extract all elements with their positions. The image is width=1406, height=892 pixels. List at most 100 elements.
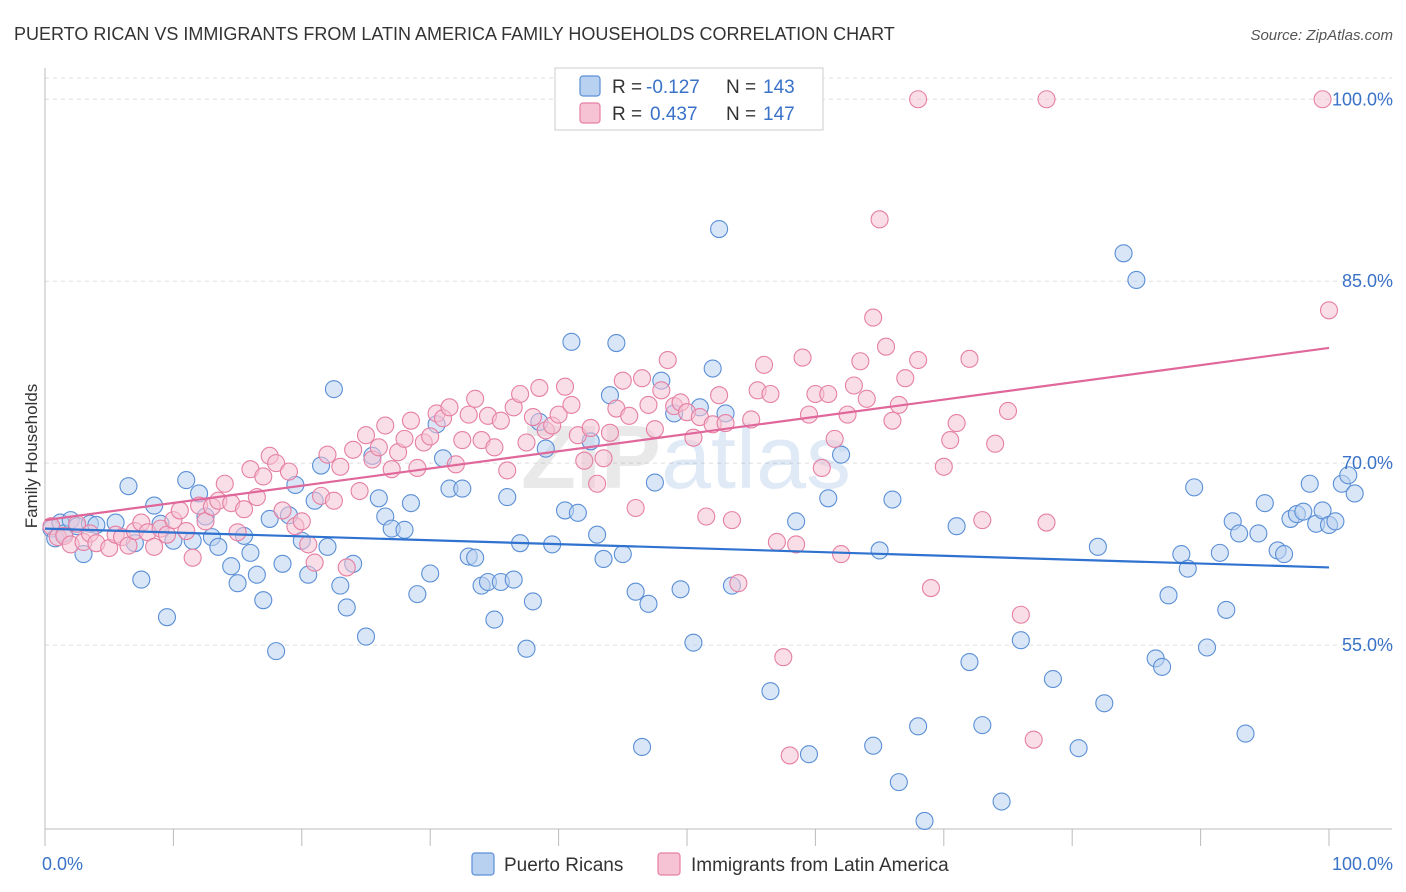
immigrant-point bbox=[876, 337, 896, 356]
puerto-rican-point bbox=[1230, 524, 1249, 543]
puerto-rican-point bbox=[421, 564, 440, 583]
puerto-rican-point bbox=[1043, 669, 1062, 689]
immigrant-point bbox=[549, 405, 568, 424]
immigrant-point bbox=[440, 398, 459, 417]
immigrant-point bbox=[511, 384, 530, 404]
series-legend-swatch-puerto-ricans bbox=[471, 852, 495, 876]
immigrant-point bbox=[267, 454, 286, 473]
immigrant-point bbox=[1011, 605, 1030, 624]
immigrant-point bbox=[883, 411, 902, 430]
immigrant-point bbox=[401, 411, 420, 430]
puerto-rican-point bbox=[228, 574, 247, 593]
puerto-rican-point bbox=[273, 554, 292, 573]
puerto-ricans-trend-line bbox=[44, 527, 1330, 569]
legend-n-label-0: N = bbox=[726, 77, 756, 98]
immigrant-point bbox=[947, 414, 966, 433]
puerto-rican-point bbox=[607, 334, 626, 353]
puerto-rican-point bbox=[799, 745, 819, 764]
immigrant-point bbox=[1037, 90, 1056, 109]
puerto-rican-point bbox=[260, 509, 279, 528]
immigrant-point bbox=[825, 429, 844, 448]
axes bbox=[44, 68, 1392, 846]
puerto-rican-point bbox=[883, 490, 902, 509]
immigrant-point bbox=[337, 558, 356, 577]
puerto-rican-point bbox=[1217, 600, 1236, 619]
puerto-rican-point bbox=[819, 489, 838, 508]
immigrant-point bbox=[555, 377, 575, 396]
puerto-rican-point bbox=[645, 473, 664, 492]
y-tick-label-55: 55.0% bbox=[1342, 635, 1393, 655]
puerto-rican-point bbox=[1095, 694, 1114, 713]
immigrant-point bbox=[934, 457, 953, 476]
immigrant-point bbox=[780, 746, 799, 765]
immigrant-point bbox=[986, 434, 1005, 453]
immigrant-point bbox=[376, 416, 395, 435]
puerto-rican-point bbox=[1249, 524, 1268, 543]
puerto-rican-point bbox=[1088, 537, 1107, 556]
immigrant-point bbox=[729, 574, 748, 593]
immigrant-point bbox=[299, 535, 318, 554]
puerto-rican-point bbox=[973, 716, 992, 735]
immigrant-point bbox=[870, 210, 889, 229]
puerto-rican-point bbox=[761, 682, 780, 701]
chart-title: PUERTO RICAN VS IMMIGRANTS FROM LATIN AM… bbox=[14, 24, 895, 44]
puerto-rican-point bbox=[356, 627, 376, 646]
puerto-rican-point bbox=[1127, 270, 1146, 290]
immigrant-point bbox=[318, 445, 337, 464]
immigrant-point bbox=[588, 474, 607, 493]
immigrant-point bbox=[523, 407, 542, 427]
immigrant-point bbox=[369, 438, 388, 457]
immigrants-trend-line bbox=[44, 346, 1330, 522]
puerto-rican-point bbox=[1159, 586, 1178, 605]
immigrant-point bbox=[177, 522, 196, 541]
legend-n-label-1: N = bbox=[726, 104, 756, 125]
immigrant-point bbox=[864, 308, 883, 327]
puerto-rican-point bbox=[1345, 484, 1364, 503]
series-legend-swatch-immigrants bbox=[657, 852, 681, 876]
immigrant-point bbox=[819, 384, 838, 404]
puerto-rican-point bbox=[209, 537, 228, 556]
immigrant-point bbox=[941, 431, 960, 450]
immigrant-point bbox=[1024, 730, 1043, 749]
immigrant-point bbox=[350, 481, 369, 501]
immigrant-point bbox=[633, 369, 652, 388]
immigrant-point bbox=[710, 386, 729, 405]
watermark: ZIPatlas bbox=[521, 408, 851, 508]
puerto-rican-point bbox=[633, 737, 652, 756]
immigrant-point bbox=[639, 395, 658, 414]
puerto-rican-point bbox=[1114, 244, 1133, 263]
puerto-rican-point bbox=[960, 652, 979, 672]
puerto-rican-point bbox=[1294, 502, 1313, 521]
puerto-rican-point bbox=[703, 359, 722, 378]
puerto-rican-point bbox=[254, 591, 273, 610]
immigrant-point bbox=[1313, 90, 1332, 109]
puerto-rican-point bbox=[241, 543, 260, 562]
legend-r-label-0: R = bbox=[612, 77, 642, 98]
immigrant-point bbox=[421, 427, 440, 446]
puerto-rican-point bbox=[1255, 494, 1274, 513]
immigrant-point bbox=[254, 467, 273, 486]
puerto-rican-point bbox=[889, 773, 908, 792]
puerto-rican-point bbox=[671, 580, 690, 599]
puerto-rican-point bbox=[915, 811, 934, 830]
immigrant-point bbox=[581, 418, 600, 438]
svg-text:ZIPatlas: ZIPatlas bbox=[521, 408, 851, 508]
immigrant-point bbox=[395, 429, 414, 448]
puerto-rican-point bbox=[485, 610, 504, 629]
immigrant-point bbox=[774, 648, 793, 667]
immigrant-point bbox=[408, 458, 427, 478]
immigrant-point bbox=[344, 440, 363, 459]
puerto-rican-point bbox=[1236, 724, 1255, 743]
y-tick-label-100: 100.0% bbox=[1332, 89, 1393, 109]
series-legend-label-immigrants: Immigrants from Latin America bbox=[691, 855, 949, 876]
immigrant-point bbox=[273, 501, 292, 520]
puerto-rican-point bbox=[1153, 657, 1172, 676]
puerto-rican-point bbox=[466, 548, 485, 567]
puerto-rican-point bbox=[369, 489, 388, 508]
immigrant-point bbox=[292, 512, 311, 531]
immigrant-point bbox=[466, 389, 485, 408]
y-tick-label-70: 70.0% bbox=[1342, 453, 1393, 473]
immigrant-point bbox=[485, 438, 504, 457]
legend-n-value-1: 147 bbox=[763, 104, 795, 125]
immigrant-point bbox=[697, 507, 716, 526]
